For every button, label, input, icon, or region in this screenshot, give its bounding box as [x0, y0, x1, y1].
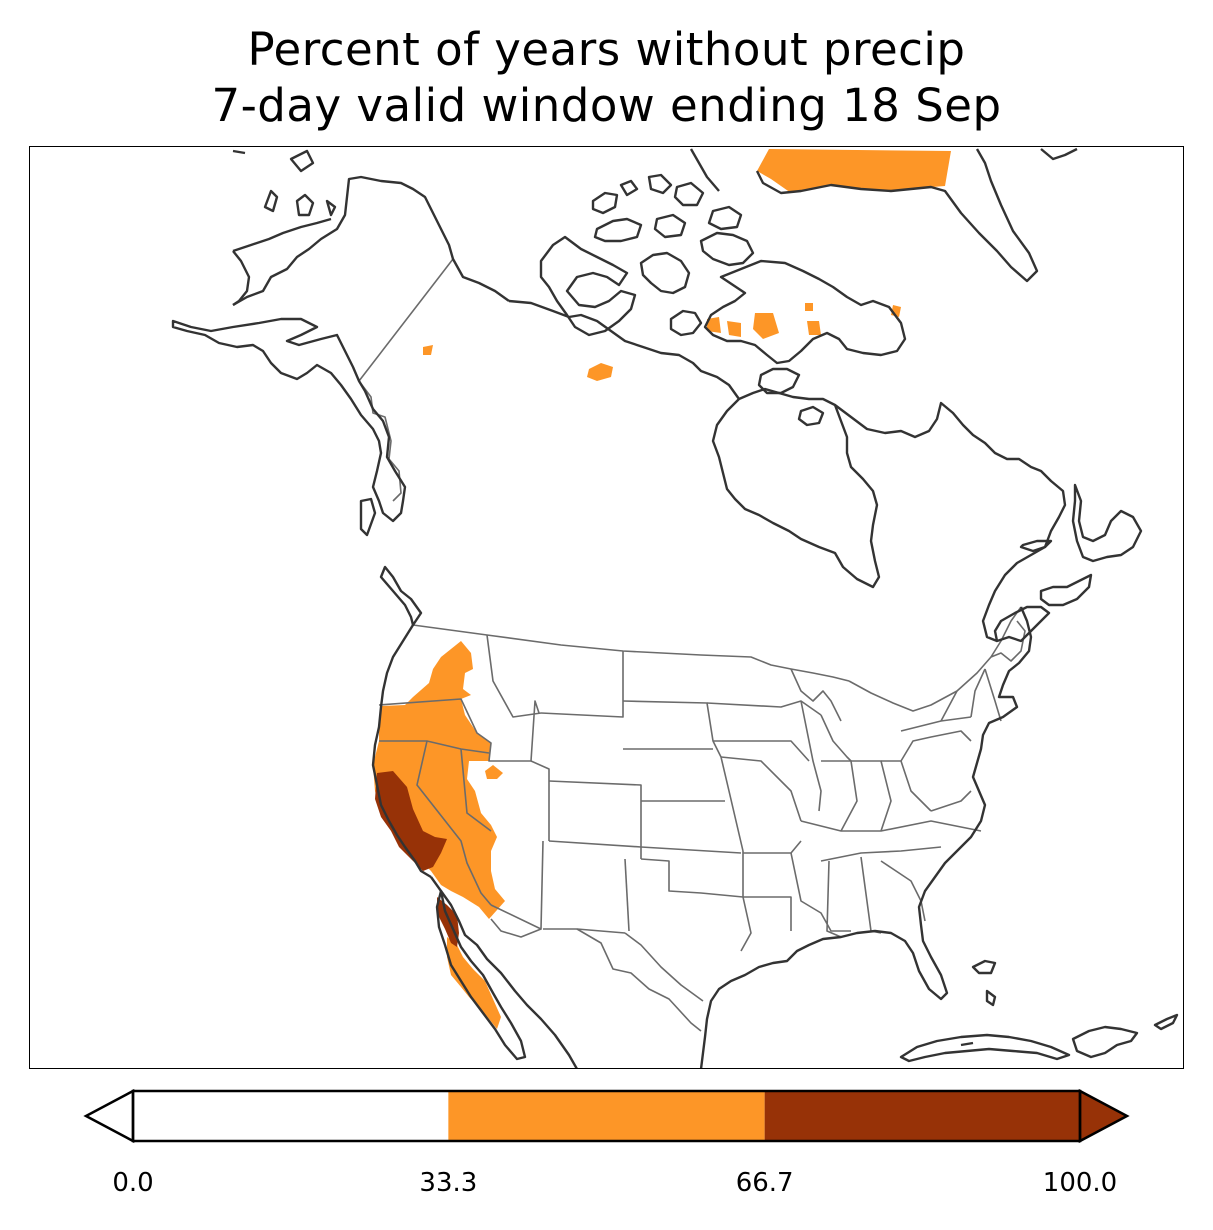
region-arctic-mid-1	[707, 317, 721, 333]
region-baja-mid	[447, 937, 501, 1029]
colorbar-bin-0	[133, 1091, 449, 1141]
colorbar-tick-label: 66.7	[735, 1168, 794, 1198]
title-line-1: Percent of years without precip	[247, 23, 966, 76]
region-west-mid	[373, 641, 505, 919]
map-panel	[29, 146, 1184, 1069]
region-greenland-mid	[757, 149, 951, 193]
colorbar-bin-2	[764, 1091, 1080, 1141]
shaded-regions	[373, 149, 951, 1029]
coastlines	[171, 147, 1179, 1068]
colorbar-extend-left	[83, 1088, 135, 1144]
colorbar-bins	[133, 1091, 1080, 1141]
region-arctic-mid-5	[807, 321, 821, 335]
colorbar-tick-label: 0.0	[112, 1168, 154, 1198]
region-arctic-mid-3	[753, 313, 779, 339]
colorbar-bin-1	[448, 1091, 765, 1141]
map-title: Percent of years without precip 7-day va…	[0, 22, 1213, 134]
colorbar-extend-right	[1078, 1088, 1130, 1144]
region-arctic-mid-4	[805, 303, 813, 311]
region-baja-high	[437, 897, 459, 947]
region-canada-mid-2	[423, 345, 433, 355]
colorbar	[83, 1088, 1130, 1144]
region-nevada-mid-small	[485, 765, 503, 779]
north-america-map	[171, 147, 1179, 1068]
political-borders	[358, 258, 1026, 1032]
region-arctic-mid-2	[727, 321, 741, 337]
colorbar-tick-label: 33.3	[419, 1168, 478, 1198]
colorbar-outline	[131, 1089, 1082, 1143]
title-line-2: 7-day valid window ending 18 Sep	[211, 79, 1002, 132]
colorbar-tick-label: 100.0	[1042, 1168, 1118, 1198]
region-california-high	[375, 771, 447, 871]
region-canada-mid-1	[587, 363, 613, 381]
